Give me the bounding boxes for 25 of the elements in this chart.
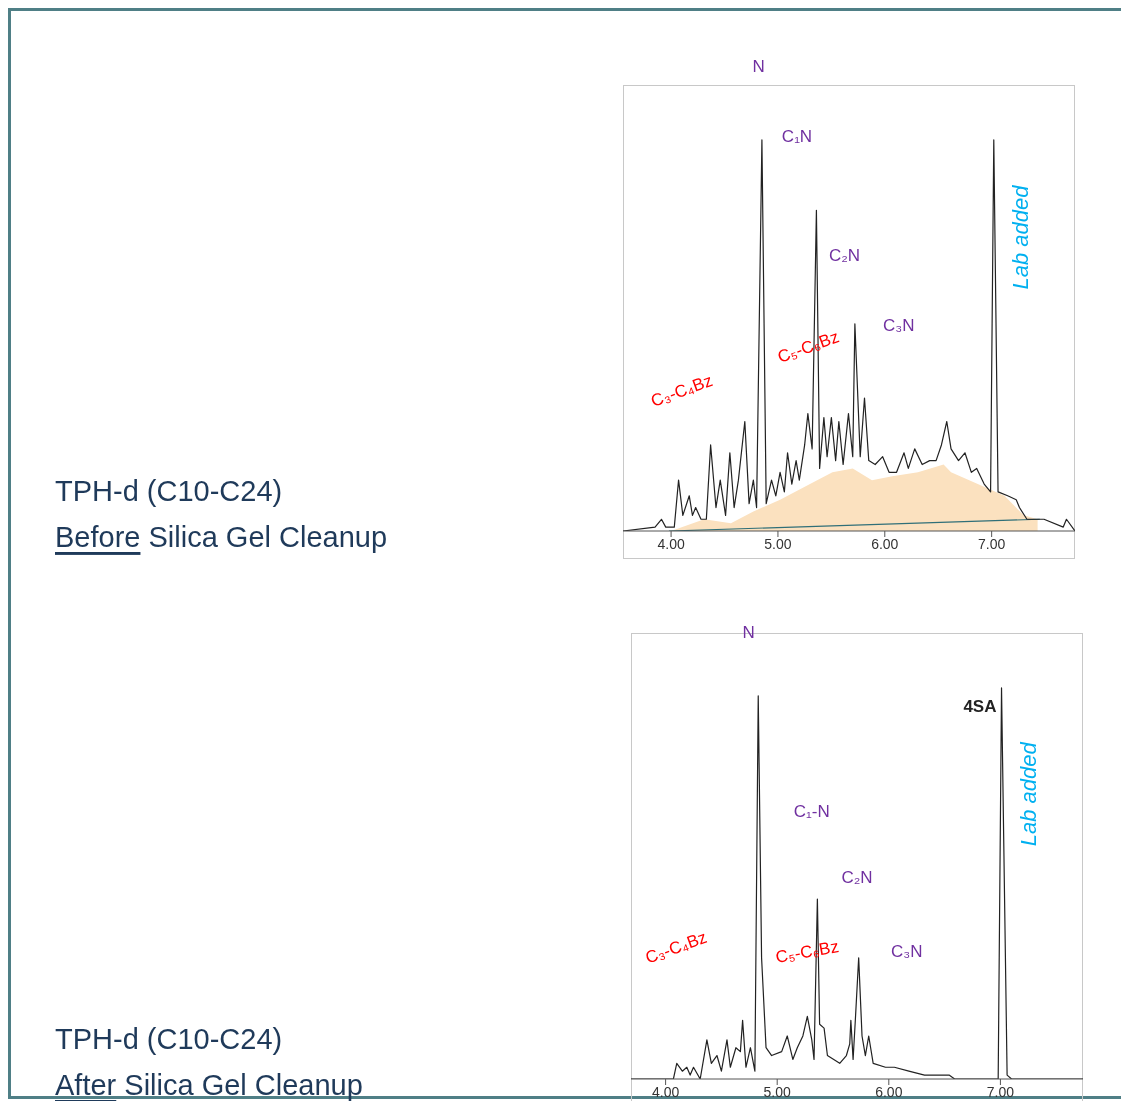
annotation: C₁N bbox=[781, 127, 813, 147]
annotation: C₂N bbox=[828, 245, 861, 265]
annotation: C₃-C₄Bz bbox=[642, 927, 710, 968]
annotation: Lab added bbox=[1008, 184, 1034, 290]
x-tick-label: 4.00 bbox=[657, 535, 685, 552]
text: Before Silica Gel Cleanup bbox=[55, 521, 388, 553]
text: TPH-d (C10-C24) bbox=[55, 1023, 283, 1055]
x-tick-label: 7.00 bbox=[978, 535, 1006, 552]
text: TPH-d (C10-C24) bbox=[55, 475, 283, 507]
annotation: C₃N bbox=[890, 942, 923, 962]
x-tick-label: 7.00 bbox=[986, 1083, 1015, 1100]
x-tick-label: 6.00 bbox=[875, 1083, 903, 1100]
text: After Silica Gel Cleanup bbox=[55, 1069, 363, 1101]
text: N bbox=[752, 57, 765, 77]
x-tick-label: 6.00 bbox=[871, 535, 899, 552]
annotation: C₅-C₆Bz bbox=[774, 937, 841, 967]
x-tick-label: 5.00 bbox=[764, 535, 792, 552]
text: N bbox=[742, 622, 755, 642]
annotation: 4SA bbox=[963, 697, 997, 717]
x-tick-label: 5.00 bbox=[763, 1083, 792, 1100]
x-tick-label: 4.00 bbox=[651, 1083, 680, 1100]
annotation: C₂N bbox=[841, 868, 873, 888]
annotation: Lab added bbox=[1016, 741, 1042, 847]
annotation: C₃N bbox=[882, 315, 915, 335]
annotation: C₁-N bbox=[793, 802, 830, 822]
